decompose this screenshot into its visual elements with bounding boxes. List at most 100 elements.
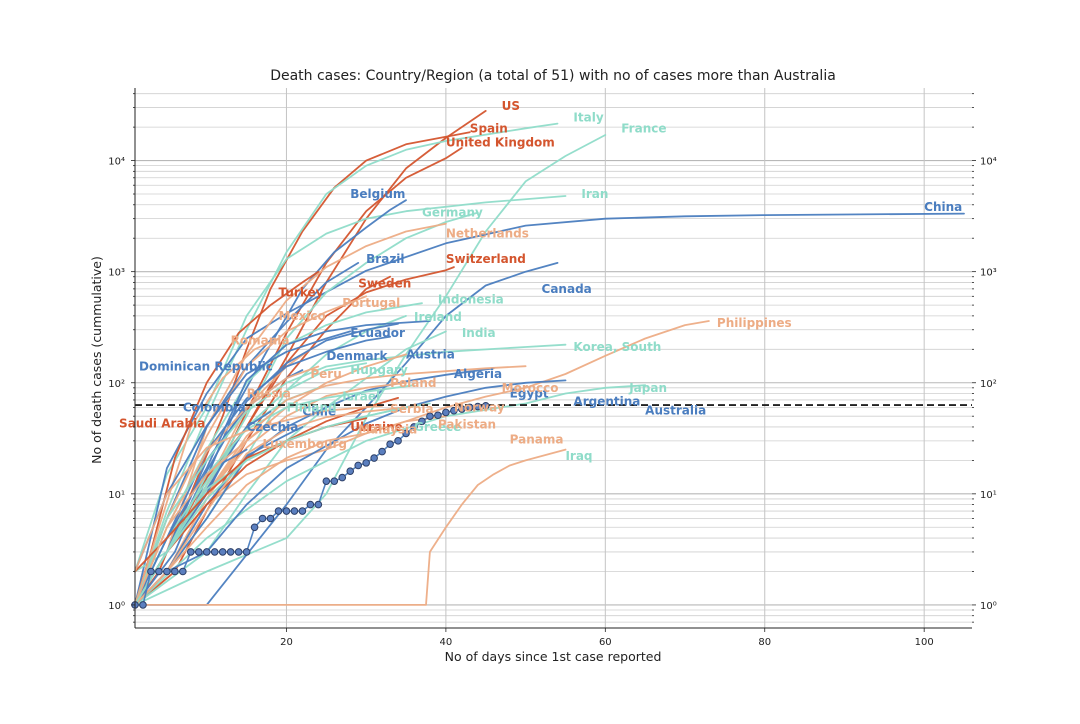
data-point-australia bbox=[242, 548, 251, 556]
y-axis-label: No of death cases (cummulative) bbox=[89, 256, 104, 464]
data-point-australia bbox=[418, 417, 426, 426]
data-point-australia bbox=[163, 567, 171, 576]
x-tick-label: 40 bbox=[440, 637, 453, 648]
y-tick-label-left: 10¹ bbox=[108, 490, 125, 501]
series-line-luxembourg bbox=[134, 421, 272, 606]
series-label-germany: Germany bbox=[422, 206, 483, 220]
series-line-egypt bbox=[134, 367, 495, 606]
data-point-australia bbox=[330, 477, 339, 485]
series-label-ecuador: Ecuador bbox=[350, 326, 405, 340]
series-label-ireland: Ireland bbox=[414, 310, 462, 324]
data-point-australia bbox=[155, 567, 163, 576]
series-label-russia: Russia bbox=[247, 387, 291, 401]
series-label-iran: Iran bbox=[581, 187, 608, 201]
series-label-portugal: Portugal bbox=[342, 296, 400, 310]
series-label-mexico: Mexico bbox=[278, 309, 325, 323]
series-label-turkey: Turkey bbox=[278, 285, 323, 299]
series-line-turkey bbox=[134, 270, 320, 606]
data-point-australia bbox=[298, 507, 307, 515]
series-line-serbia bbox=[134, 406, 407, 606]
series-label-austria: Austria bbox=[406, 347, 455, 361]
data-point-australia bbox=[306, 500, 315, 509]
series-label-hungary: Hungary bbox=[350, 363, 408, 377]
data-point-australia bbox=[210, 548, 219, 556]
data-point-australia bbox=[370, 454, 378, 462]
series-label-panama: Panama bbox=[510, 432, 564, 446]
y-tick-label-right: 10⁴ bbox=[980, 157, 997, 168]
data-point-australia bbox=[202, 548, 211, 556]
data-point-australia bbox=[290, 507, 299, 515]
series-label-greece: Greece bbox=[414, 420, 461, 434]
series-label-morocco: Morocco bbox=[502, 381, 559, 395]
data-point-australia bbox=[481, 402, 490, 410]
data-point-australia bbox=[450, 406, 458, 415]
series-label-luxembourg: Luxembourg bbox=[263, 437, 347, 451]
y-tick-label-left: 10² bbox=[108, 379, 125, 390]
data-point-australia bbox=[338, 473, 347, 482]
chart-title: Death cases: Country/Region (a total of … bbox=[270, 68, 836, 84]
data-point-australia bbox=[473, 402, 482, 411]
series-label-us: US bbox=[502, 99, 520, 113]
series-line-iraq bbox=[134, 402, 431, 606]
series-label-czechia: Czechia bbox=[247, 420, 299, 434]
data-point-australia bbox=[226, 548, 235, 556]
data-point-australia bbox=[274, 507, 283, 515]
data-point-australia bbox=[322, 477, 331, 485]
series-line-pakistan bbox=[134, 415, 447, 606]
data-point-australia bbox=[394, 437, 402, 445]
series-label-brazil: Brazil bbox=[366, 252, 404, 266]
grid bbox=[135, 88, 972, 628]
data-point-australia bbox=[139, 601, 147, 609]
x-tick-label: 20 bbox=[280, 637, 293, 648]
series-label-argentina: Argentina bbox=[573, 394, 640, 408]
series-label-chile: Chile bbox=[302, 405, 336, 419]
series-label-spain: Spain bbox=[470, 121, 508, 135]
data-point-australia bbox=[458, 405, 466, 413]
series-label-malaysia: Malaysia bbox=[358, 422, 417, 436]
series-label-japan: Japan bbox=[628, 381, 667, 395]
series-label-netherlands: Netherlands bbox=[446, 227, 529, 241]
axes: 20 40 60 80 100 10⁰ 10⁰ 10¹ 10¹ 10² 10² 10³ 10³ 10⁴ 10… bbox=[108, 88, 997, 648]
x-tick-label: 60 bbox=[599, 637, 612, 648]
data-point-australia bbox=[354, 461, 363, 470]
y-tick-label-right: 10⁰ bbox=[980, 601, 997, 612]
data-point-australia bbox=[250, 523, 259, 532]
series-label-peru: Peru bbox=[310, 367, 341, 381]
data-point-australia bbox=[258, 514, 267, 523]
series-label-switzerland: Switzerland bbox=[446, 252, 526, 266]
series-label-united-kingdom: United Kingdom bbox=[446, 136, 555, 150]
series-label-pakistan: Pakistan bbox=[438, 418, 496, 432]
y-tick-label-right: 10² bbox=[980, 379, 997, 390]
data-point-australia bbox=[179, 567, 187, 576]
series-label-poland: Poland bbox=[390, 376, 436, 390]
series-label-egypt: Egypt bbox=[510, 387, 549, 401]
data-point-australia bbox=[266, 514, 275, 523]
data-point-australia bbox=[147, 567, 155, 576]
data-point-australia bbox=[386, 440, 394, 448]
marker-layer bbox=[131, 402, 490, 609]
data-point-australia bbox=[426, 412, 434, 420]
series-label-china: China bbox=[924, 200, 962, 214]
x-axis-label: No of days since 1st case reported bbox=[445, 649, 662, 664]
series-label-saudi-arabia: Saudi Arabia bbox=[119, 416, 205, 430]
data-point-australia bbox=[346, 467, 355, 475]
series-label-italy: Italy bbox=[573, 110, 603, 124]
series-label-australia: Australia bbox=[645, 404, 706, 418]
y-tick-label-left: 10⁰ bbox=[108, 601, 125, 612]
series-line-panama bbox=[134, 448, 567, 606]
data-point-australia bbox=[194, 548, 203, 556]
series-label-israel: Israel bbox=[342, 390, 380, 404]
data-point-australia bbox=[466, 403, 474, 412]
y-tick-label-right: 10³ bbox=[980, 268, 997, 279]
series-line-malaysia bbox=[134, 404, 383, 573]
y-tick-label-left: 10³ bbox=[108, 268, 125, 279]
series-label-norway: Norway bbox=[454, 400, 505, 414]
series-label-romania: Romania bbox=[231, 334, 290, 348]
data-point-australia bbox=[282, 507, 291, 515]
series-label-philippines: Philippines bbox=[717, 316, 792, 330]
series-label-algeria: Algeria bbox=[454, 367, 502, 381]
series-label-korea-south: Korea, South bbox=[573, 340, 661, 354]
